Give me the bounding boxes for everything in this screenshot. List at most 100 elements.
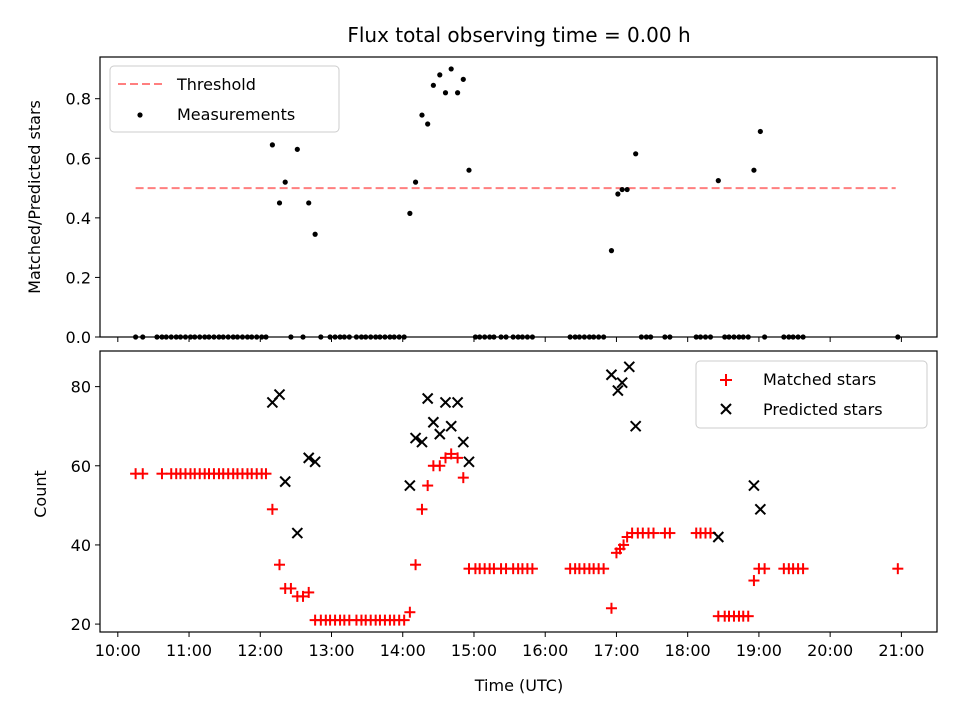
x-tick-label: 18:00 [665,641,711,660]
measurement-point [715,178,721,184]
measurement-point [412,179,419,185]
predicted-stars-point [439,396,452,409]
matched-stars-point [137,468,149,480]
predicted-stars-point [451,396,464,409]
matched-stars-point [274,559,286,571]
matched-stars-point [404,606,416,618]
matched-stars-point [445,448,457,460]
y-tick-label: 60 [71,457,91,476]
measurement-point [430,82,436,88]
y-tick-label: 0.4 [66,209,91,228]
measurement-point [448,66,454,72]
predicted-stars-point [623,361,635,373]
measurement-point [294,146,300,152]
bottom-legend: Matched stars Predicted stars [695,360,928,429]
measurement-point [419,112,425,118]
y-tick-label: 80 [71,378,91,397]
measurement-point [306,200,312,206]
legend-predicted-swatch [720,403,732,415]
matched-stars-point [422,480,434,492]
y-tick-label: 40 [71,536,91,555]
bottom-data-marks [130,361,904,626]
matched-stars-point [605,602,617,614]
predicted-stars-point [291,527,304,539]
matched-stars-point [452,452,464,464]
top-legend-box [109,65,340,133]
matched-stars-point [285,582,297,594]
x-tick-label: 12:00 [237,641,283,660]
measurement-point [624,186,630,193]
top-y-axis: 0.0 0.2 0.4 0.6 0.8 [66,90,100,347]
legend-matched-swatch [720,374,732,386]
predicted-stars-point [421,392,434,405]
measurement-point [454,90,461,96]
y-tick-label: 0.8 [66,90,91,109]
legend-matched-label: Matched stars [763,370,876,389]
measurement-point [425,121,431,127]
matched-stars-point [260,468,272,480]
measurement-point [619,186,625,193]
bottom-legend-box [695,360,928,429]
measurement-point [633,151,639,157]
matched-stars-point [457,472,469,484]
x-tick-label: 20:00 [807,641,853,660]
top-axes-frame [99,56,938,338]
predicted-stars-point [434,428,446,440]
x-tick-label: 15:00 [451,641,497,660]
predicted-stars-point [629,420,642,432]
predicted-stars-point [748,479,760,492]
bottom-y-axis: 20 40 60 80 [71,378,100,634]
matched-stars-point [759,563,771,575]
top-panel: Flux total observing time = 0.00 h Match… [25,23,938,347]
predicted-stars-point [279,475,291,488]
predicted-stars-point [712,531,725,543]
matched-stars-point [434,460,446,472]
measurement-point [269,142,275,148]
predicted-stars-point [273,388,286,401]
measurement-point [282,179,288,185]
measurement-point [312,231,318,237]
bottom-x-axis: 10:00 11:00 12:00 13:00 14:00 15:00 16:00 17:00… [95,632,924,660]
matched-stars-point [303,586,315,598]
x-tick-label: 17:00 [593,641,639,660]
measurement-point [757,128,763,135]
measurement-point [751,167,757,173]
predicted-stars-point [427,416,440,428]
matched-stars-point [398,614,410,626]
legend-threshold-label: Threshold [176,75,256,94]
predicted-stars-point [404,479,416,492]
bottom-axes-frame [99,350,938,633]
y-tick-label: 0.6 [66,149,91,168]
legend-predicted-label: Predicted stars [763,400,883,419]
measurement-point [442,90,449,96]
top-chart-title: Flux total observing time = 0.00 h [347,23,690,47]
matched-stars-point [748,575,760,587]
predicted-stars-point [754,503,767,516]
x-tick-label: 10:00 [95,641,141,660]
x-tick-label: 14:00 [380,641,426,660]
matched-stars-point [416,503,428,515]
predicted-stars-point [616,376,628,389]
predicted-stars-point [463,456,475,468]
matched-stars-point [156,468,168,480]
predicted-stars-point [457,436,470,448]
x-tick-label: 16:00 [522,641,568,660]
matched-stars-point [598,563,610,575]
x-tick-label: 19:00 [736,641,782,660]
predicted-stars-point [416,436,428,448]
y-tick-label: 0.0 [66,328,91,347]
matched-stars-point [297,590,309,602]
matched-stars-point [266,503,278,515]
bottom-panel: Count Time (UTC) 20 40 60 80 10:00 11:00 12:0… [31,350,938,695]
x-tick-label: 21:00 [878,641,924,660]
bottom-x-axis-label: Time (UTC) [474,676,563,695]
matched-stars-point [797,563,809,575]
predicted-stars-point [605,369,618,381]
matched-stars-point [664,527,676,539]
matched-stars-point [742,610,754,622]
matched-stars-point [410,559,422,571]
legend-measurements-label: Measurements [177,105,295,124]
matched-stars-point [618,539,630,551]
bottom-y-axis-label: Count [31,470,50,518]
